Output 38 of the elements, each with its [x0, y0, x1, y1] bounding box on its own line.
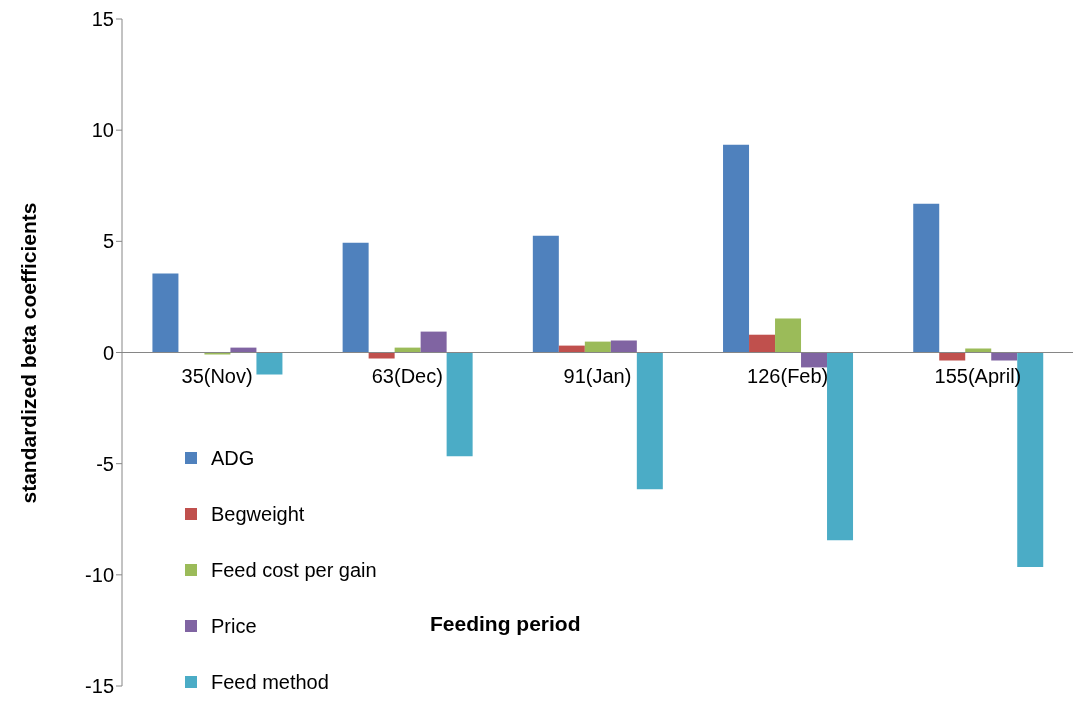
bar [532, 235, 559, 353]
bar [152, 273, 179, 353]
bar [420, 331, 447, 353]
bar [801, 352, 828, 368]
bar [256, 352, 283, 375]
y-tick-label: 15 [91, 8, 114, 31]
bar [991, 352, 1018, 361]
bar [368, 352, 395, 359]
legend-label: Feed method [211, 670, 329, 694]
legend-label: Price [211, 614, 257, 638]
x-tick-label: 35(Nov) [181, 365, 253, 387]
bar [775, 318, 802, 353]
bar [636, 352, 663, 490]
bar [342, 242, 369, 353]
y-tick-label: -10 [85, 563, 114, 586]
x-tick-label: 126(Feb) [747, 365, 829, 387]
legend-label: Begweight [211, 502, 305, 526]
bar [446, 352, 473, 457]
x-tick-label: 63(Dec) [371, 365, 443, 387]
y-tick-label: -5 [96, 452, 114, 475]
legend-label: ADG [211, 446, 255, 470]
y-axis-title: standardized beta coefficients [17, 202, 40, 504]
y-tick-label: 0 [102, 341, 114, 364]
bar [584, 341, 611, 353]
bar [913, 203, 940, 353]
y-tick-label: 10 [91, 119, 114, 142]
x-axis-title: Feeding period [430, 612, 581, 636]
bar [610, 340, 637, 353]
bar [939, 352, 966, 361]
legend-label: Feed cost per gain [211, 558, 377, 582]
y-tick-label: -15 [85, 675, 114, 698]
bar [749, 334, 776, 353]
bar [965, 348, 992, 353]
bar [204, 352, 231, 355]
bar [827, 352, 854, 541]
bar [723, 144, 750, 353]
x-tick-label: 91(Jan) [563, 365, 632, 387]
y-tick-label: 5 [102, 230, 114, 253]
